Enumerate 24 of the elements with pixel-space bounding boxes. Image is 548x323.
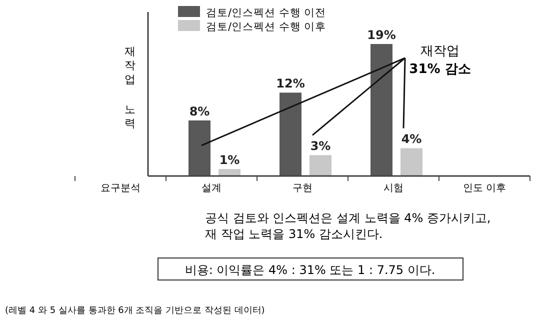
x-tick-label: 인도 이후 [462, 183, 506, 194]
text: 공식 검토와 인스펙션은 설계 노력을 4% 증가시키고, 재 작업 노력을 31% 감소시킨다. [205, 211, 491, 241]
annotation: 재작업 31% 감소 [409, 44, 471, 77]
x-tick-label: 구현 [292, 183, 312, 194]
data-label: 12% [276, 76, 305, 91]
data-label: 8% [189, 104, 210, 118]
data-label: 4% [401, 132, 422, 146]
data-label: 3% [310, 139, 331, 154]
bar [370, 44, 392, 176]
text: (레벨 4 와 5 실사를 통과한 6개 조직을 기반으로 작성된 데이터) [5, 306, 265, 316]
data-label: 19% [367, 28, 396, 42]
legend-label: 검토/인스펙션 수행 이전 [206, 7, 326, 19]
data-label: 1% [219, 153, 240, 168]
x-tick-label: 설계 [202, 183, 222, 194]
bar [188, 120, 210, 176]
legend-label: 검토/인스펙션 수행 이후 [206, 21, 326, 33]
x-tick-label: 시험 [384, 183, 404, 194]
bar [310, 155, 332, 176]
x-tick-label: 요구분석 [100, 183, 140, 194]
text: 재작업 노력 [124, 45, 136, 130]
bar [218, 169, 240, 176]
bar [280, 92, 302, 176]
text: 비용: 이익률은 4% : 31% 또는 1 : 7.75 이다. [184, 263, 436, 277]
bar [400, 148, 422, 176]
